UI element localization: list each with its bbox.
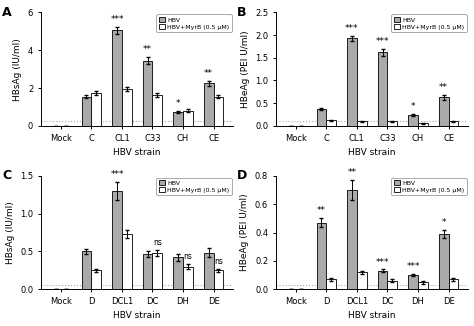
Y-axis label: HBsAg (IU/ml): HBsAg (IU/ml) [6, 201, 15, 264]
Text: ***: *** [110, 170, 124, 179]
Bar [214, 96, 223, 126]
Bar [112, 191, 122, 289]
Bar [317, 223, 326, 289]
Bar [418, 123, 428, 126]
Bar [317, 109, 326, 126]
Text: ***: *** [345, 24, 359, 33]
Y-axis label: HBeAg (PEI U/ml): HBeAg (PEI U/ml) [240, 30, 249, 108]
Bar [122, 89, 132, 126]
Text: *: * [411, 102, 415, 111]
Text: B: B [237, 6, 247, 19]
Bar [378, 271, 387, 289]
Text: **: ** [204, 69, 213, 78]
Bar [82, 96, 91, 126]
Bar [143, 254, 153, 289]
Bar [347, 38, 357, 126]
Bar [439, 234, 448, 289]
Text: ns: ns [153, 238, 162, 247]
Bar [448, 121, 458, 126]
Bar [122, 234, 132, 289]
Legend: HBV, HBV+MyrB (0.5 μM): HBV, HBV+MyrB (0.5 μM) [156, 14, 232, 32]
Bar [183, 267, 193, 289]
Bar [326, 120, 336, 126]
Text: *: * [441, 218, 446, 227]
Bar [91, 270, 101, 289]
Bar [448, 279, 458, 289]
Bar [214, 270, 223, 289]
Bar [387, 121, 397, 126]
Bar [347, 190, 357, 289]
Bar [183, 111, 193, 126]
X-axis label: HBV strain: HBV strain [348, 148, 396, 157]
Bar [326, 279, 336, 289]
Bar [378, 52, 387, 126]
Bar [418, 282, 428, 289]
Bar [173, 258, 183, 289]
Bar [204, 253, 214, 289]
Bar [204, 83, 214, 126]
Bar [173, 112, 183, 126]
Text: ***: *** [376, 258, 389, 267]
Text: C: C [2, 169, 11, 182]
Text: **: ** [439, 83, 448, 92]
Text: **: ** [347, 168, 356, 177]
Text: *: * [176, 99, 181, 108]
Legend: HBV, HBV+MyrB (0.5 μM): HBV, HBV+MyrB (0.5 μM) [156, 178, 232, 195]
Legend: HBV, HBV+MyrB (0.5 μM): HBV, HBV+MyrB (0.5 μM) [392, 14, 466, 32]
Bar [357, 272, 367, 289]
Bar [357, 121, 367, 126]
Bar [112, 30, 122, 126]
Text: **: ** [143, 45, 152, 54]
Bar [387, 281, 397, 289]
X-axis label: HBV strain: HBV strain [113, 311, 161, 320]
Bar [153, 253, 162, 289]
Bar [143, 61, 153, 126]
Legend: HBV, HBV+MyrB (0.5 μM): HBV, HBV+MyrB (0.5 μM) [392, 178, 466, 195]
Bar [82, 251, 91, 289]
Text: **: ** [317, 206, 326, 215]
Text: A: A [2, 6, 12, 19]
X-axis label: HBV strain: HBV strain [113, 148, 161, 157]
Bar [153, 95, 162, 126]
Text: D: D [237, 169, 247, 182]
X-axis label: HBV strain: HBV strain [348, 311, 396, 320]
Y-axis label: HBeAg (PEI U/ml): HBeAg (PEI U/ml) [240, 194, 249, 271]
Text: ***: *** [110, 15, 124, 24]
Bar [439, 97, 448, 126]
Text: ***: *** [406, 262, 420, 271]
Y-axis label: HBsAg (IU/ml): HBsAg (IU/ml) [13, 38, 22, 100]
Text: ***: *** [376, 37, 389, 46]
Bar [408, 115, 418, 126]
Bar [408, 275, 418, 289]
Text: ns: ns [214, 257, 223, 266]
Text: ns: ns [183, 252, 192, 261]
Bar [91, 93, 101, 126]
